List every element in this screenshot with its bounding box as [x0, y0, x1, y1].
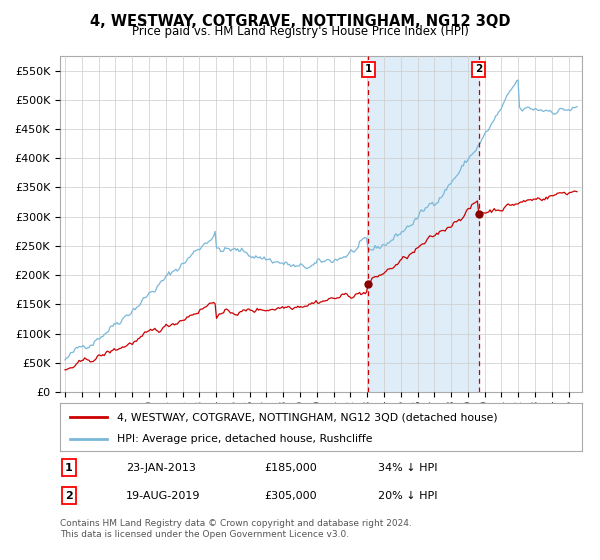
Text: 1: 1: [65, 463, 73, 473]
Text: Contains HM Land Registry data © Crown copyright and database right 2024.
This d: Contains HM Land Registry data © Crown c…: [60, 520, 412, 539]
Text: 4, WESTWAY, COTGRAVE, NOTTINGHAM, NG12 3QD: 4, WESTWAY, COTGRAVE, NOTTINGHAM, NG12 3…: [90, 14, 510, 29]
Text: 34% ↓ HPI: 34% ↓ HPI: [378, 463, 437, 473]
Text: 19-AUG-2019: 19-AUG-2019: [126, 491, 200, 501]
Text: Price paid vs. HM Land Registry's House Price Index (HPI): Price paid vs. HM Land Registry's House …: [131, 25, 469, 38]
Text: 4, WESTWAY, COTGRAVE, NOTTINGHAM, NG12 3QD (detached house): 4, WESTWAY, COTGRAVE, NOTTINGHAM, NG12 3…: [118, 413, 498, 422]
Bar: [368, 56, 479, 392]
Text: 2: 2: [65, 491, 73, 501]
Text: HPI: Average price, detached house, Rushcliffe: HPI: Average price, detached house, Rush…: [118, 434, 373, 444]
Text: 1: 1: [365, 64, 372, 74]
Text: £305,000: £305,000: [264, 491, 317, 501]
Text: 2: 2: [475, 64, 482, 74]
Text: 20% ↓ HPI: 20% ↓ HPI: [378, 491, 437, 501]
Text: 23-JAN-2013: 23-JAN-2013: [126, 463, 196, 473]
Text: £185,000: £185,000: [264, 463, 317, 473]
